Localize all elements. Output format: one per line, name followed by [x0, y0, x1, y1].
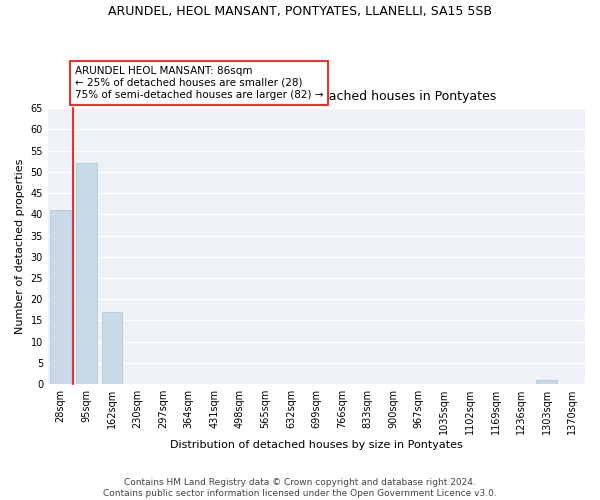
Text: Contains HM Land Registry data © Crown copyright and database right 2024.
Contai: Contains HM Land Registry data © Crown c… [103, 478, 497, 498]
Text: ARUNDEL, HEOL MANSANT, PONTYATES, LLANELLI, SA15 5SB: ARUNDEL, HEOL MANSANT, PONTYATES, LLANEL… [108, 5, 492, 18]
Title: Size of property relative to detached houses in Pontyates: Size of property relative to detached ho… [137, 90, 496, 102]
Bar [101, 312, 122, 384]
Text: ARUNDEL HEOL MANSANT: 86sqm
← 25% of detached houses are smaller (28)
75% of sem: ARUNDEL HEOL MANSANT: 86sqm ← 25% of det… [75, 66, 323, 100]
Bar [50, 210, 71, 384]
Bar [536, 380, 557, 384]
Y-axis label: Number of detached properties: Number of detached properties [15, 158, 25, 334]
Bar [76, 164, 97, 384]
X-axis label: Distribution of detached houses by size in Pontyates: Distribution of detached houses by size … [170, 440, 463, 450]
